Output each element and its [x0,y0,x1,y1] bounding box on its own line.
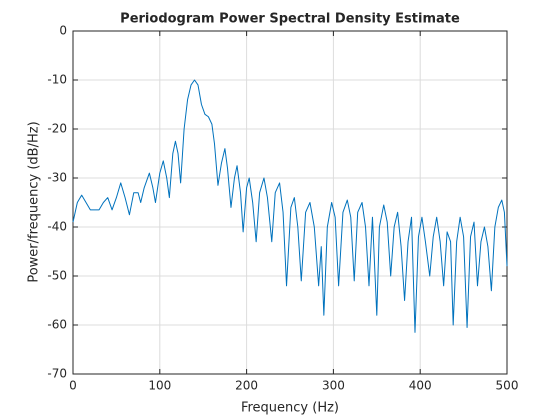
y-tick-label: -60 [47,318,67,332]
plot-frame [72,30,508,375]
y-axis-label: Power/frequency (dB/Hz) [27,121,42,282]
x-tick-label: 100 [148,379,171,393]
y-tick-label: -30 [47,171,67,185]
x-axis-label: Frequency (Hz) [241,401,339,416]
x-tick-label: 300 [322,379,345,393]
x-tick-label: 400 [409,379,432,393]
chart-title: Periodogram Power Spectral Density Estim… [120,12,460,27]
y-tick-label: -20 [47,122,67,136]
x-tick-label: 500 [496,379,519,393]
x-tick-label: 200 [235,379,258,393]
y-tick-label: -40 [47,220,67,234]
y-tick-label: -50 [47,269,67,283]
y-tick-label: -70 [47,367,67,381]
data-line [72,79,508,333]
y-tick-label: 0 [59,24,67,38]
y-tick-label: -10 [47,73,67,87]
x-tick-label: 0 [69,379,77,393]
